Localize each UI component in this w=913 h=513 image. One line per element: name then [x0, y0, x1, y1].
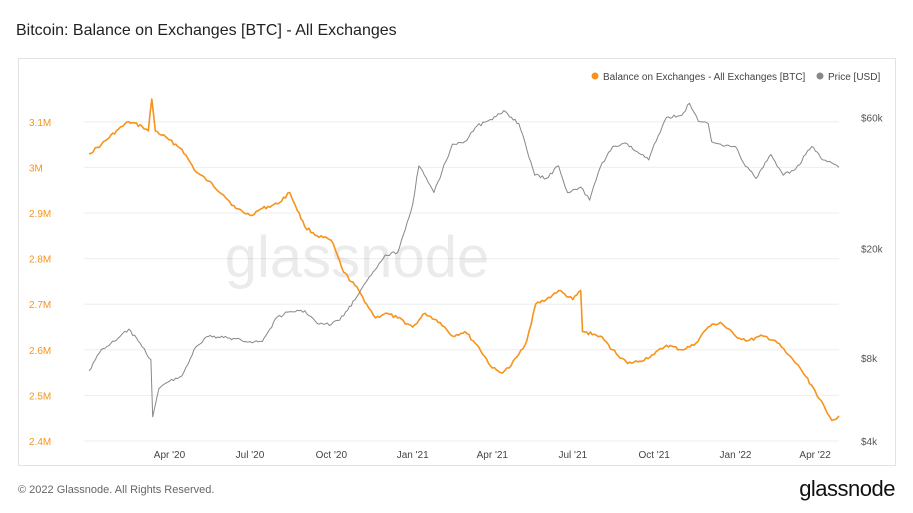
chart-panel: glassnode 2.4M 2.5M 2.6M 2.7M 2.8M 2.9M 3M 3.1M…	[18, 58, 896, 466]
y-left-tick-label: 2.4M	[29, 437, 51, 448]
legend-item[interactable]: Price [USD]	[816, 72, 881, 83]
price-series-line	[88, 102, 840, 418]
x-tick-label: Jul '20	[236, 450, 265, 461]
page-title: Bitcoin: Balance on Exchanges [BTC] - Al…	[16, 22, 397, 39]
grid-lines	[84, 121, 839, 442]
legend-label: Balance on Exchanges - All Exchanges [BT…	[603, 72, 806, 83]
y-left-tick-label: 2.5M	[29, 391, 51, 402]
brand-logo[interactable]: glassnode	[799, 476, 895, 501]
x-tick-label: Oct '20	[316, 450, 348, 461]
y-right-tick-label: $4k	[861, 437, 878, 448]
legend-marker	[591, 72, 599, 80]
x-tick-label: Apr '22	[799, 450, 831, 461]
y-left-tick-label: 2.6M	[29, 346, 51, 357]
copyright-text: © 2022 Glassnode. All Rights Reserved.	[18, 484, 215, 496]
y-left-tick-label: 3M	[29, 163, 43, 174]
x-tick-label: Apr '21	[477, 450, 509, 461]
y-axis-right: $4k $8k $20k $60k	[861, 113, 884, 448]
x-tick-label: Oct '21	[638, 450, 670, 461]
balance-series-line	[88, 98, 840, 422]
y-axis-left: 2.4M 2.5M 2.6M 2.7M 2.8M 2.9M 3M 3.1M	[29, 118, 51, 448]
x-tick-label: Jul '21	[558, 450, 587, 461]
x-tick-label: Jan '22	[720, 450, 752, 461]
legend[interactable]: Balance on Exchanges - All Exchanges [BT…	[591, 72, 881, 83]
y-left-tick-label: 2.9M	[29, 209, 51, 220]
legend-marker	[816, 72, 824, 80]
y-right-tick-label: $60k	[861, 113, 884, 124]
y-right-tick-label: $8k	[861, 354, 878, 365]
x-axis: Apr '20 Jul '20 Oct '20 Jan '21 Apr '21 Jul '…	[154, 450, 831, 461]
x-tick-label: Jan '21	[397, 450, 429, 461]
x-tick-label: Apr '20	[154, 450, 186, 461]
y-right-tick-label: $20k	[861, 245, 884, 256]
watermark: glassnode	[225, 225, 489, 290]
y-left-tick-label: 3.1M	[29, 118, 51, 129]
legend-item[interactable]: Balance on Exchanges - All Exchanges [BT…	[591, 72, 806, 83]
y-left-tick-label: 2.8M	[29, 255, 51, 266]
chart-svg: glassnode 2.4M 2.5M 2.6M 2.7M 2.8M 2.9M 3M 3.1M…	[29, 72, 884, 461]
series-lines	[88, 98, 840, 422]
legend-label: Price [USD]	[828, 72, 880, 83]
y-left-tick-label: 2.7M	[29, 300, 51, 311]
